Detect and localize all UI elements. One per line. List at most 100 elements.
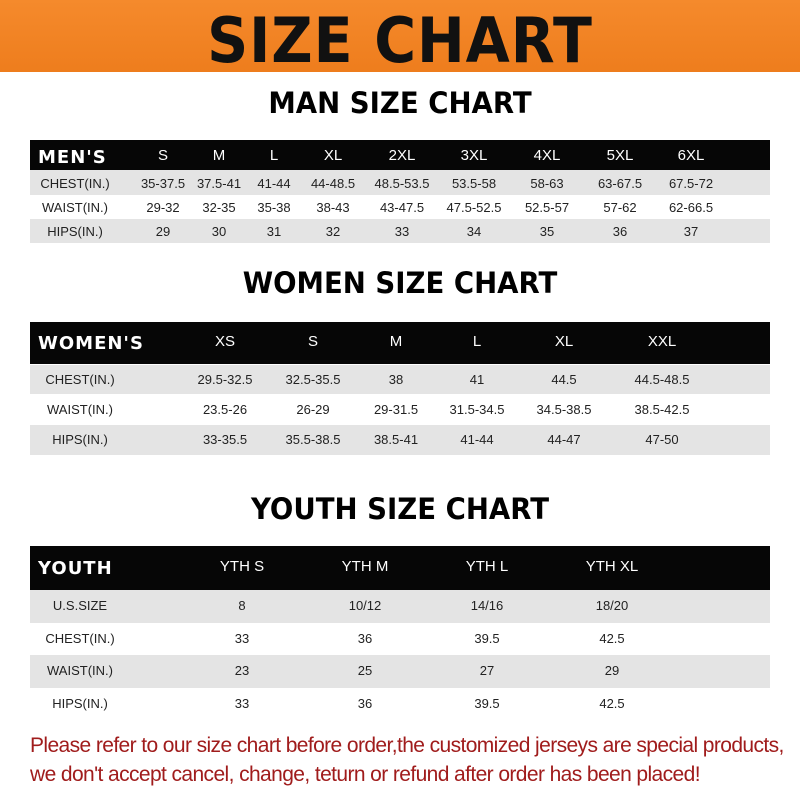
row-label: WAIST(IN.) — [47, 402, 113, 417]
table-heading: WOMEN'S — [38, 333, 144, 354]
table-row: CHEST(IN.) 35-37.5 37.5-41 41-44 44-48.5 48.5… — [30, 170, 770, 195]
table-cell: 36 — [357, 631, 373, 646]
size-column-header: 3XL — [460, 147, 488, 164]
table-cell: 43-47.5 — [379, 200, 425, 215]
table-cell: 47.5-52.5 — [446, 200, 502, 215]
table-cell: 58-63 — [530, 176, 564, 191]
row-label: WAIST(IN.) — [42, 200, 108, 215]
table-cell: 67.5-72 — [668, 176, 714, 191]
table-cell: 38 — [388, 372, 404, 387]
table-cell: 29-32 — [146, 200, 180, 215]
table-cell: 38-43 — [316, 200, 350, 215]
table-cell: 23.5-26 — [202, 402, 248, 417]
women-size-table: WOMEN'S XS S M L XL XXL CHEST(IN.) 29.5-32.5 32.5… — [30, 322, 770, 455]
table-cell: 25 — [357, 663, 373, 678]
size-column-header: L — [472, 333, 482, 350]
men-size-table: MEN'S S M L XL 2XL 3XL 4XL 5XL 6XL CHEST(IN.) 35-37… — [30, 140, 770, 243]
table-cell: 26-29 — [296, 402, 330, 417]
table-cell: 34.5-38.5 — [536, 402, 592, 417]
size-column-header: 6XL — [677, 147, 705, 164]
youth-section-title: YOUTH SIZE CHART — [250, 492, 550, 526]
table-cell: 41-44 — [257, 176, 291, 191]
table-cell: 33 — [234, 631, 250, 646]
table-cell: 37.5-41 — [196, 176, 242, 191]
table-cell: 31 — [266, 224, 282, 239]
size-column-header: YTH XL — [585, 558, 639, 575]
table-cell: 48.5-53.5 — [374, 176, 430, 191]
table-cell: 44-48.5 — [310, 176, 356, 191]
table-cell: 29 — [155, 224, 171, 239]
youth-header-row: YOUTH YTH S YTH M YTH L YTH XL — [30, 546, 770, 590]
table-cell: 52.5-57 — [524, 200, 570, 215]
table-cell: 35.5-38.5 — [285, 432, 341, 447]
table-cell: 62-66.5 — [668, 200, 714, 215]
row-label: HIPS(IN.) — [47, 224, 103, 239]
size-column-header: S — [157, 147, 169, 164]
table-cell: 29-31.5 — [373, 402, 419, 417]
men-header-row: MEN'S S M L XL 2XL 3XL 4XL 5XL 6XL — [30, 140, 770, 170]
table-cell: 41-44 — [460, 432, 494, 447]
women-section-title: WOMEN SIZE CHART — [242, 266, 558, 300]
table-heading: YOUTH — [38, 558, 113, 579]
row-label: CHEST(IN.) — [45, 631, 115, 646]
table-cell: 41 — [469, 372, 485, 387]
table-cell: 33 — [394, 224, 410, 239]
size-column-header: M — [389, 333, 403, 350]
table-cell: 35 — [539, 224, 555, 239]
size-column-header: XXL — [647, 333, 677, 350]
table-cell: 14/16 — [470, 598, 504, 613]
table-cell: 44-47 — [547, 432, 581, 447]
table-row: HIPS(IN.) 29 30 31 32 33 34 35 36 37 — [30, 219, 770, 243]
table-cell: 42.5 — [599, 696, 625, 711]
table-cell: 44.5 — [551, 372, 577, 387]
table-row: CHEST(IN.) 33 36 39.5 42.5 — [30, 623, 770, 655]
table-cell: 29 — [604, 663, 620, 678]
table-row: WAIST(IN.) 29-32 32-35 35-38 38-43 43-47.5 47.… — [30, 195, 770, 219]
table-row: WAIST(IN.) 23.5-26 26-29 29-31.5 31.5-34.5 34… — [30, 395, 770, 424]
table-cell: 30 — [211, 224, 227, 239]
table-cell: 63-67.5 — [597, 176, 643, 191]
table-cell: 31.5-34.5 — [449, 402, 505, 417]
row-label: WAIST(IN.) — [47, 663, 113, 678]
table-cell: 39.5 — [474, 696, 500, 711]
table-row: CHEST(IN.) 29.5-32.5 32.5-35.5 38 41 44.5 44.5… — [30, 365, 770, 394]
table-cell: 23 — [234, 663, 250, 678]
table-cell: 8 — [238, 598, 246, 613]
row-label: CHEST(IN.) — [40, 176, 110, 191]
table-cell: 33 — [234, 696, 250, 711]
row-label: U.S.SIZE — [52, 598, 108, 613]
table-cell: 44.5-48.5 — [634, 372, 690, 387]
table-cell: 33-35.5 — [202, 432, 248, 447]
size-column-header: M — [212, 147, 226, 164]
size-column-header: XL — [323, 147, 343, 164]
footer-notice-line1: Please refer to our size chart before or… — [30, 734, 784, 757]
size-column-header: YTH L — [465, 558, 509, 575]
table-cell: 35-38 — [257, 200, 291, 215]
table-cell: 29.5-32.5 — [197, 372, 253, 387]
table-cell: 57-62 — [603, 200, 637, 215]
table-cell: 35-37.5 — [140, 176, 186, 191]
table-cell: 37 — [683, 224, 699, 239]
footer-notice-line2: we don't accept cancel, change, teturn o… — [30, 763, 701, 786]
table-cell: 38.5-41 — [373, 432, 419, 447]
size-column-header: 2XL — [388, 147, 416, 164]
size-column-header: YTH M — [341, 558, 389, 575]
size-column-header: 5XL — [606, 147, 634, 164]
row-label: HIPS(IN.) — [52, 432, 108, 447]
table-cell: 36 — [357, 696, 373, 711]
banner-title: SIZE CHART — [207, 4, 593, 77]
table-cell: 38.5-42.5 — [634, 402, 690, 417]
size-column-header: 4XL — [533, 147, 561, 164]
row-label: CHEST(IN.) — [45, 372, 115, 387]
table-cell: 39.5 — [474, 631, 500, 646]
table-cell: 34 — [466, 224, 482, 239]
size-column-header: XS — [214, 333, 236, 350]
table-cell: 18/20 — [595, 598, 629, 613]
table-row: HIPS(IN.) 33 36 39.5 42.5 — [30, 688, 770, 720]
table-cell: 36 — [612, 224, 628, 239]
table-row: WAIST(IN.) 23 25 27 29 — [30, 655, 770, 688]
size-column-header: YTH S — [219, 558, 265, 575]
size-column-header: S — [307, 333, 319, 350]
table-row: HIPS(IN.) 33-35.5 35.5-38.5 38.5-41 41-44 44-… — [30, 425, 770, 455]
table-cell: 32.5-35.5 — [285, 372, 341, 387]
